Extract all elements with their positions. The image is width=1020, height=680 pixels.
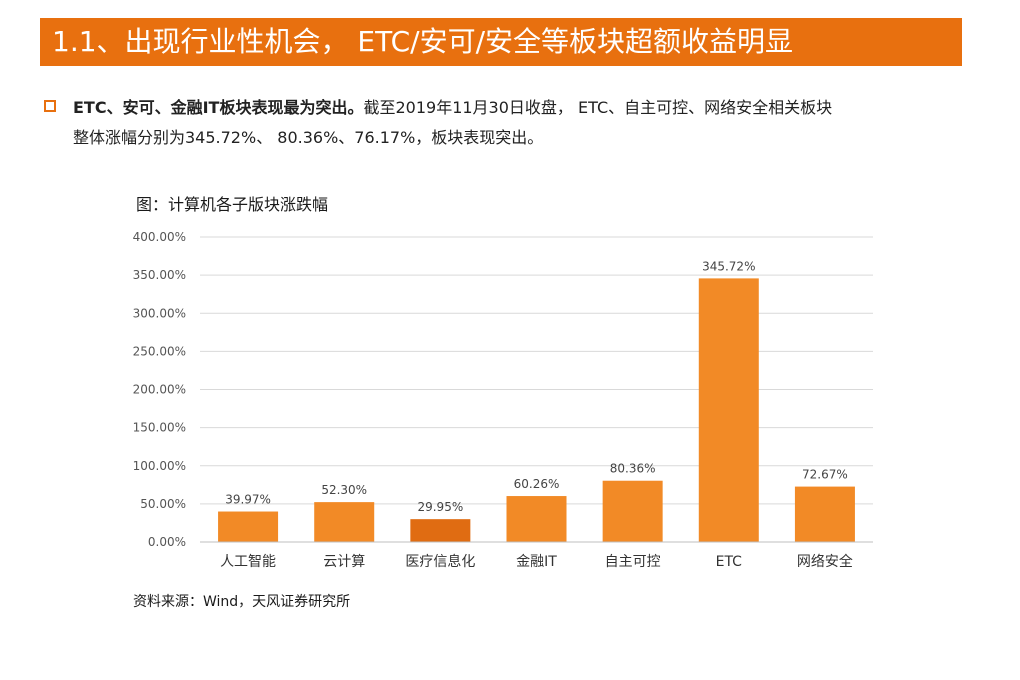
y-tick-label: 250.00% — [133, 344, 186, 358]
x-tick-label: ETC — [716, 554, 743, 570]
x-tick-label: 医疗信息化 — [405, 553, 475, 570]
y-tick-label: 200.00% — [133, 383, 186, 397]
y-tick-label: 300.00% — [133, 306, 186, 320]
source-note: 资料来源：Wind，天风证券研究所 — [133, 594, 351, 610]
y-tick-label: 100.00% — [133, 459, 186, 473]
bar — [506, 496, 567, 542]
data-label: 345.72% — [702, 259, 755, 273]
bullet-line2: 整体涨幅分别为345.72%、 80.36%、76.17%，板块表现突出。 — [73, 128, 544, 147]
x-tick-label: 云计算 — [323, 554, 365, 570]
x-tick-label: 人工智能 — [220, 554, 276, 570]
x-tick-label: 自主可控 — [605, 554, 661, 570]
bullet-square-icon — [44, 100, 56, 112]
y-tick-label: 400.00% — [133, 230, 186, 244]
x-tick-label: 网络安全 — [797, 553, 853, 570]
bar — [602, 480, 663, 542]
bar — [794, 486, 855, 542]
y-tick-label: 350.00% — [133, 268, 186, 282]
data-label: 29.95% — [417, 500, 463, 514]
bullet-paragraph: ETC、安可、金融IT板块表现最为突出。截至2019年11月30日收盘， ETC… — [73, 93, 953, 153]
x-tick-label: 金融IT — [516, 554, 557, 570]
chart-title: 图：计算机各子版块涨跌幅 — [136, 195, 329, 214]
bullet-bold-text: ETC、安可、金融IT板块表现最为突出。 — [73, 98, 364, 117]
data-label: 52.30% — [321, 483, 367, 497]
y-tick-label: 0.00% — [148, 535, 186, 549]
bar-chart: 0.00% 50.00% 100.00% 150.00% 200.00% 250.00% 3… — [133, 230, 873, 570]
data-label: 72.67% — [802, 468, 848, 482]
bar — [314, 502, 375, 542]
bar — [218, 511, 279, 542]
bullet-line1: 截至2019年11月30日收盘， ETC、自主可控、网络安全相关板块 — [363, 98, 833, 117]
bar — [410, 519, 471, 542]
bar — [698, 278, 759, 542]
y-tick-label: 150.00% — [133, 421, 186, 435]
y-tick-label: 50.00% — [140, 497, 186, 511]
section-title: 1.1、出现行业性机会， ETC/安可/安全等板块超额收益明显 — [40, 18, 962, 66]
data-label: 80.36% — [610, 462, 656, 476]
data-label: 60.26% — [514, 477, 560, 491]
data-label: 39.97% — [225, 493, 271, 507]
